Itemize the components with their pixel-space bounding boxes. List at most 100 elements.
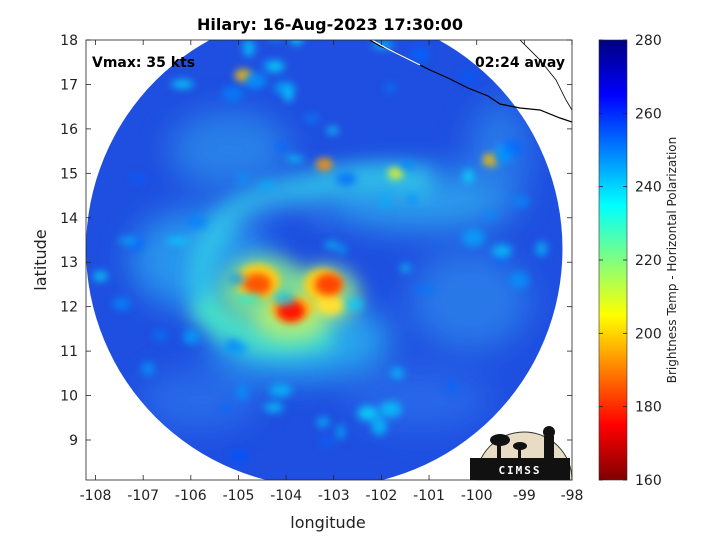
texture-speckle: [390, 367, 405, 379]
texture-speckle: [141, 362, 155, 376]
chart-title: Hilary: 16-Aug-2023 17:30:00: [197, 15, 463, 34]
colorbar-gradient: [598, 39, 628, 481]
texture-speckle: [244, 72, 268, 90]
x-axis-label: longitude: [290, 513, 365, 532]
texture-speckle: [228, 272, 246, 286]
y-tick-label: 10: [60, 389, 78, 405]
texture-speckle: [262, 60, 273, 67]
texture-speckle: [304, 114, 320, 123]
x-tick-label: -99: [513, 488, 536, 504]
texture-speckle: [410, 45, 430, 64]
cb-tick-label: 200: [635, 326, 662, 342]
texture-speckle: [494, 255, 506, 264]
texture-speckle: [535, 241, 548, 257]
texture-speckle: [224, 342, 248, 355]
texture-speckle: [243, 40, 255, 57]
texture-speckle: [257, 181, 276, 190]
texture-speckle: [447, 378, 457, 395]
texture-speckle: [400, 264, 411, 272]
texture-speckle: [117, 237, 138, 244]
texture-speckle: [509, 271, 530, 289]
y-tick-label: 16: [60, 122, 78, 138]
feature-core: [392, 170, 399, 177]
texture-speckle: [316, 416, 330, 428]
x-tick-label: -106: [175, 488, 207, 504]
texture-speckle: [459, 70, 480, 82]
texture-speckle: [492, 244, 512, 257]
texture-speckle: [236, 174, 249, 184]
texture-speckle: [285, 155, 304, 162]
y-axis: 9 10 11 12 13 14 15 16 17 18: [60, 33, 572, 449]
plot-frame: [85, 39, 573, 481]
texture-speckle: [112, 297, 131, 311]
colorbar-label: Brightness Temp - Horizontal Polarizatio…: [665, 137, 679, 384]
time-away-label: 02:24 away: [475, 55, 565, 71]
logo-text: CIMSS: [498, 464, 541, 477]
y-tick-label: 13: [60, 255, 78, 271]
texture-speckle: [484, 211, 498, 221]
x-tick-label: -98: [561, 488, 584, 504]
texture-speckle: [512, 196, 530, 207]
texture-speckle: [221, 85, 244, 102]
y-tick-label: 11: [60, 344, 78, 360]
x-tick-label: -108: [80, 488, 112, 504]
texture-speckle: [171, 80, 194, 89]
texture-speckle: [269, 384, 293, 397]
texture-speckle: [324, 241, 339, 249]
texture-speckle: [230, 448, 249, 466]
texture-speckle: [92, 271, 108, 282]
texture-speckle: [166, 237, 189, 245]
x-axis: -108 -107 -106 -105 -104 -103 -102 -101 -100 -99 -…: [80, 40, 584, 504]
swath-layer: [86, 40, 572, 480]
x-tick-label: -102: [366, 488, 398, 504]
vmax-label: Vmax: 35 kts: [92, 55, 195, 71]
y-tick-label: 9: [69, 433, 78, 449]
x-tick-label: -104: [270, 488, 302, 504]
x-tick-label: -107: [127, 488, 159, 504]
texture-speckle: [381, 192, 390, 210]
texture-speckle: [461, 228, 486, 247]
cb-tick-label: 180: [635, 400, 662, 416]
texture-speckle: [326, 126, 339, 134]
cb-tick-label: 280: [635, 33, 662, 49]
texture-speckle: [379, 401, 402, 418]
feature-core: [321, 161, 328, 168]
y-tick-label: 17: [60, 77, 78, 93]
x-tick-label: -103: [318, 488, 350, 504]
cb-tick-label: 240: [635, 180, 662, 196]
feature-eyewall-arc-east: [315, 273, 343, 296]
texture-speckle: [276, 141, 288, 153]
texture-speckle: [273, 81, 296, 95]
x-tick-label: -100: [461, 488, 493, 504]
cb-tick-label: 220: [635, 253, 662, 269]
texture-speckle: [371, 417, 387, 436]
texture-speckle: [187, 216, 208, 229]
y-tick-label: 12: [60, 300, 78, 316]
x-tick-label: -105: [223, 488, 255, 504]
texture-speckle: [399, 159, 415, 171]
cb-tick-label: 160: [635, 473, 662, 489]
texture-speckle: [385, 82, 396, 93]
texture-speckle: [494, 149, 510, 166]
texture-speckle: [335, 172, 357, 187]
y-tick-label: 18: [60, 33, 78, 49]
feature-core: [240, 72, 247, 79]
texture-speckle: [221, 403, 231, 413]
y-tick-label: 15: [60, 166, 78, 182]
texture-speckle: [407, 193, 418, 206]
texture-speckle: [152, 330, 168, 342]
texture-speckle: [462, 169, 474, 183]
feature-eyewall-arc-west: [243, 273, 272, 296]
x-tick-label: -101: [413, 488, 445, 504]
texture-speckle: [130, 174, 147, 183]
texture-speckle: [238, 293, 263, 303]
texture-speckle: [357, 406, 378, 421]
texture-speckle: [182, 329, 200, 345]
texture-speckle: [413, 285, 437, 294]
texture-speckle: [319, 437, 334, 447]
texture-speckle: [337, 244, 347, 254]
cb-tick-label: 260: [635, 106, 662, 122]
texture-speckle: [236, 383, 249, 401]
cimss-logo: CIMSS: [470, 426, 573, 481]
